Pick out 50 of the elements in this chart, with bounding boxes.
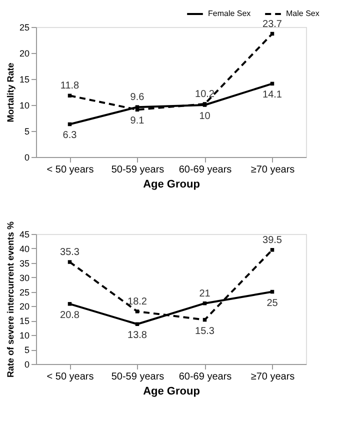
y-tick-label: 25 — [19, 22, 30, 32]
x-tick-label: 60-69 years — [178, 372, 232, 382]
data-label: 11.8 — [60, 80, 80, 92]
data-label: 6.3 — [62, 130, 78, 142]
data-label: 10 — [199, 111, 211, 122]
data-label: 15.3 — [195, 326, 215, 337]
y-tick-label: 25 — [19, 287, 30, 298]
data-label: 21 — [199, 288, 211, 300]
data-label: 23.7 — [262, 18, 282, 30]
data-label: 14.1 — [262, 90, 282, 101]
y-axis-title: Rate of severe intercurrent events % — [5, 221, 16, 378]
x-tick-label: 60-69 years — [178, 164, 232, 176]
y-tick-label: 10 — [19, 100, 30, 110]
y-tick-label: 35 — [19, 258, 30, 268]
x-axis-title: Age Group — [143, 386, 200, 398]
y-tick-label: 0 — [24, 360, 30, 370]
y-tick-label: 10 — [19, 330, 30, 341]
point — [68, 302, 72, 306]
y-tick-label: 30 — [19, 272, 30, 283]
legend-label: Male Sex — [286, 9, 320, 18]
y-tick-label: 5 — [24, 345, 30, 356]
data-label: 25 — [266, 298, 278, 309]
x-tick-label: < 50 years — [46, 164, 94, 176]
data-label: 13.8 — [128, 330, 148, 342]
point — [135, 310, 140, 314]
data-label: 39.5 — [262, 234, 282, 246]
data-label: 9.1 — [130, 116, 145, 127]
x-tick-label: 50-59 years — [111, 372, 164, 382]
data-label: 18.2 — [128, 296, 148, 308]
point — [68, 260, 72, 264]
y-tick-label: 5 — [24, 126, 30, 136]
legend-label: Female Sex — [208, 9, 251, 18]
y-axis-title: Mortality Rate — [5, 62, 16, 122]
y-tick-label: 20 — [19, 48, 30, 58]
data-label: 20.8 — [60, 310, 80, 321]
data-label: 10.2 — [195, 88, 215, 100]
x-tick-label: 50-59 years — [111, 164, 164, 176]
data-label: 35.3 — [60, 247, 80, 258]
y-tick-label: 0 — [24, 152, 30, 162]
data-label: 9.6 — [130, 92, 145, 104]
y-tick-label: 40 — [19, 244, 30, 254]
y-tick-label: 15 — [19, 74, 30, 84]
x-tick-label: < 50 years — [46, 372, 94, 382]
point — [270, 248, 274, 252]
x-tick-label: ≥70 years — [250, 372, 295, 382]
x-tick-label: ≥70 years — [250, 164, 295, 176]
x-axis-title: Age Group — [143, 178, 200, 190]
y-tick-label: 20 — [19, 302, 30, 312]
y-tick-label: 45 — [19, 230, 30, 240]
y-tick-label: 15 — [19, 316, 30, 326]
